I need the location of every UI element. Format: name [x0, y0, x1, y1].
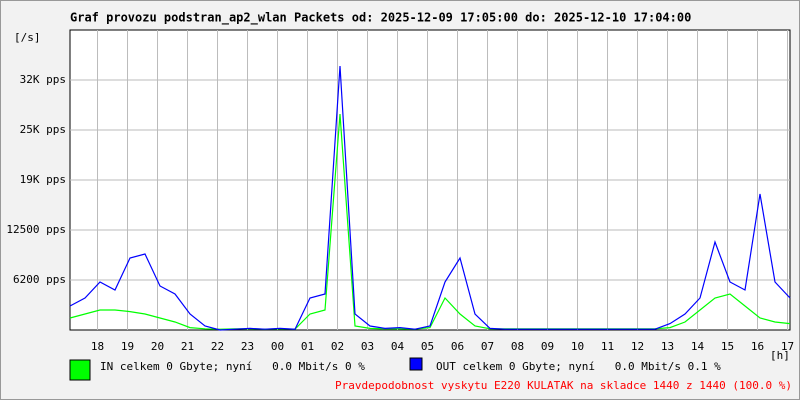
legend-swatch: [69, 359, 91, 381]
chart-title: Graf provozu podstran_ap2_wlan Packets o…: [70, 11, 691, 26]
x-tick-label: 01: [301, 340, 314, 353]
x-tick-label: 12: [631, 340, 644, 353]
x-tick-label: 20: [151, 340, 164, 353]
x-tick-label: 17: [781, 340, 794, 353]
x-tick-label: 09: [541, 340, 554, 353]
x-tick-label: 10: [571, 340, 584, 353]
x-tick-label: 21: [181, 340, 194, 353]
x-tick-label: 14: [691, 340, 705, 353]
x-tick-label: 16: [751, 340, 764, 353]
legend-label: IN celkem 0 Gbyte; nyní 0.0 Mbit/s 0 %: [100, 360, 365, 373]
x-tick-label: 05: [421, 340, 434, 353]
x-tick-label: 18: [91, 340, 104, 353]
y-tick-label: 25K pps: [20, 123, 66, 136]
y-tick-label: 19K pps: [20, 173, 66, 186]
x-tick-label: 13: [661, 340, 674, 353]
x-tick-label: 19: [121, 340, 134, 353]
x-tick-label: 23: [241, 340, 254, 353]
x-unit: [h]: [770, 349, 790, 362]
y-tick-label: 6200 pps: [13, 273, 66, 286]
legend-swatch: [409, 357, 423, 371]
legend-label: OUT celkem 0 Gbyte; nyní 0.0 Mbit/s 0.1 …: [436, 360, 721, 373]
x-tick-label: 03: [361, 340, 374, 353]
x-tick-label: 08: [511, 340, 524, 353]
footer-note: Pravdepodobnost vyskytu E220 KULATAK na …: [335, 379, 792, 392]
y-tick-label: 32K pps: [20, 73, 66, 86]
x-tick-label: 22: [211, 340, 224, 353]
x-tick-label: 02: [331, 340, 344, 353]
x-tick-label: 00: [271, 340, 284, 353]
x-tick-label: 11: [601, 340, 614, 353]
x-tick-label: 06: [451, 340, 464, 353]
x-tick-label: 07: [481, 340, 494, 353]
series-line: [69, 65, 791, 331]
series-line: [69, 113, 791, 330]
y-tick-label: 12500 pps: [6, 223, 66, 236]
x-tick-label: 04: [391, 340, 405, 353]
x-tick-label: 15: [721, 340, 734, 353]
y-unit: [/s]: [14, 31, 41, 44]
